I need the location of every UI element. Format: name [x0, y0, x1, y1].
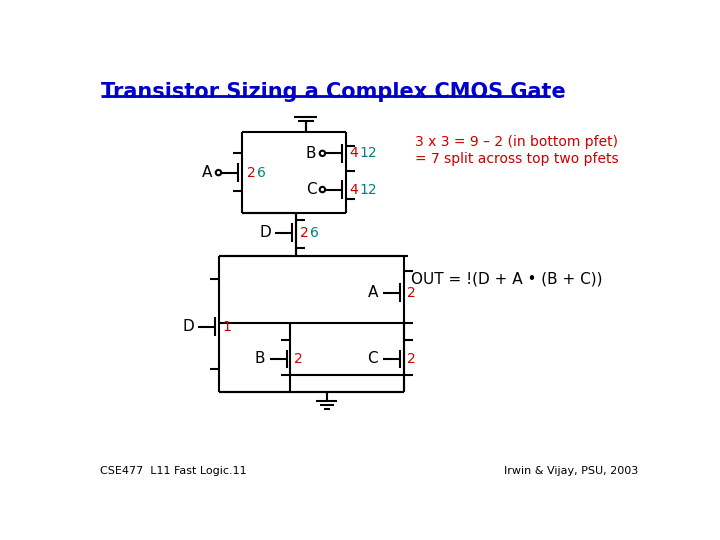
- Text: 6: 6: [257, 166, 266, 180]
- Text: 4: 4: [350, 183, 359, 197]
- Text: 3 x 3 = 9 – 2 (in bottom pfet): 3 x 3 = 9 – 2 (in bottom pfet): [415, 135, 618, 149]
- Text: C: C: [306, 182, 317, 197]
- Text: C: C: [367, 352, 378, 367]
- Text: D: D: [260, 225, 271, 240]
- Text: = 7 split across top two pfets: = 7 split across top two pfets: [415, 152, 618, 166]
- Text: B: B: [306, 146, 316, 161]
- Text: A: A: [202, 165, 212, 180]
- Text: 1: 1: [222, 320, 232, 334]
- Text: 12: 12: [359, 146, 377, 160]
- Text: CSE477  L11 Fast Logic.11: CSE477 L11 Fast Logic.11: [99, 465, 246, 476]
- Text: D: D: [183, 319, 194, 334]
- Text: 2: 2: [408, 286, 416, 300]
- Text: B: B: [254, 352, 265, 367]
- Text: 2: 2: [246, 166, 256, 180]
- Text: Transistor Sizing a Complex CMOS Gate: Transistor Sizing a Complex CMOS Gate: [101, 82, 566, 102]
- Text: 2: 2: [300, 226, 308, 240]
- Text: 4: 4: [350, 146, 359, 160]
- Text: Irwin & Vijay, PSU, 2003: Irwin & Vijay, PSU, 2003: [504, 465, 639, 476]
- Text: OUT = !(D + A • (B + C)): OUT = !(D + A • (B + C)): [411, 272, 603, 286]
- Text: 2: 2: [408, 352, 416, 366]
- Text: 12: 12: [359, 183, 377, 197]
- Text: 6: 6: [310, 226, 318, 240]
- Text: A: A: [367, 285, 378, 300]
- Text: 2: 2: [294, 352, 303, 366]
